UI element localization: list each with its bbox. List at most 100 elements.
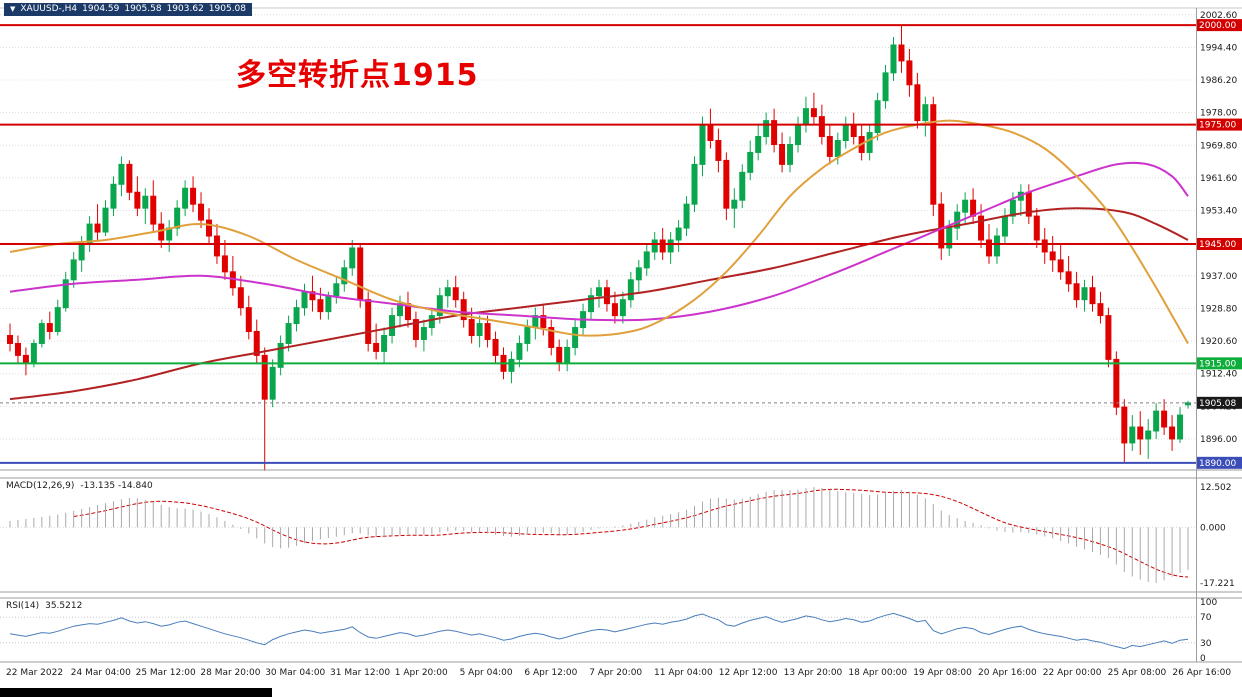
svg-text:100: 100 (1200, 598, 1217, 608)
candle-down (253, 331, 260, 356)
candle-up (755, 136, 762, 153)
svg-text:30: 30 (1200, 639, 1212, 649)
candle-down (898, 44, 905, 62)
candle-down (914, 84, 921, 122)
time-axis-label: 5 Apr 04:00 (459, 668, 513, 678)
candle-up (1081, 287, 1088, 301)
candle-up (572, 327, 579, 348)
candle-down (556, 346, 563, 364)
candle-down (938, 203, 945, 249)
candle-down (1073, 283, 1080, 301)
macd-values: -13.135 -14.840 (80, 481, 153, 491)
candle-up (349, 247, 356, 269)
candle-down (1169, 426, 1176, 440)
candle-up (142, 195, 149, 209)
time-axis-label: 11 Apr 04:00 (654, 668, 713, 678)
candle-up (596, 287, 602, 297)
candle-down (659, 239, 666, 253)
candle-up (325, 295, 332, 313)
candle-down (986, 239, 993, 257)
candle-down (1113, 358, 1120, 408)
candle-down (715, 140, 722, 161)
candle-up (683, 203, 690, 229)
candle-up (627, 279, 634, 301)
candle-down (213, 235, 220, 257)
candle-up (102, 207, 109, 233)
candle-down (452, 287, 459, 301)
svg-text:70: 70 (1200, 613, 1212, 623)
macd-indicator-label: MACD(12,26,9) -13.135 -14.840 (6, 481, 153, 491)
svg-text:1961.60: 1961.60 (1200, 174, 1237, 184)
candle-down (14, 342, 21, 356)
candle-down (1049, 251, 1056, 261)
candle-up (30, 342, 37, 364)
time-axis-label: 20 Apr 16:00 (978, 668, 1037, 678)
candle-up (341, 267, 348, 285)
candle-up (922, 104, 929, 122)
svg-text:1945.00: 1945.00 (1199, 240, 1236, 250)
symbol-period-label: XAUUSD-,H4 (20, 4, 78, 14)
svg-text:1896.00: 1896.00 (1200, 435, 1237, 445)
candle-down (826, 136, 833, 157)
candle-down (309, 291, 316, 301)
candle-up (962, 199, 969, 213)
candle-up (333, 283, 340, 297)
svg-text:1986.20: 1986.20 (1200, 76, 1237, 86)
rsi-panel (0, 612, 1196, 650)
candle-up (174, 207, 181, 229)
svg-text:0: 0 (1200, 654, 1206, 664)
candle-up (420, 327, 427, 340)
candle-down (1105, 315, 1112, 360)
candle-down (850, 124, 857, 138)
panel-separators (0, 8, 1242, 663)
candle-up (739, 171, 746, 201)
candle-up (397, 303, 404, 317)
candle-down (134, 191, 141, 209)
svg-text:1915.00: 1915.00 (1199, 359, 1236, 369)
candle-up (946, 227, 953, 249)
svg-text:1994.40: 1994.40 (1200, 43, 1237, 53)
candle-up (1177, 414, 1184, 440)
candle-up (476, 323, 483, 336)
candle-up (794, 124, 801, 145)
macd-name: MACD(12,26,9) (6, 481, 75, 491)
slow-ma-line (9, 207, 1189, 401)
time-axis-label: 22 Mar 2022 (6, 668, 64, 678)
candles-layer (7, 25, 1191, 471)
candle-up (1009, 199, 1016, 217)
time-axis-label: 26 Apr 16:00 (1172, 668, 1232, 678)
candle-down (245, 307, 252, 333)
fast-ma-line (9, 119, 1189, 344)
svg-text:1928.80: 1928.80 (1200, 304, 1237, 314)
candle-down (412, 319, 419, 340)
candle-up (428, 315, 435, 329)
collapse-arrow-icon[interactable]: ▼ (10, 5, 16, 13)
svg-text:1953.40: 1953.40 (1200, 207, 1237, 217)
candle-up (508, 358, 515, 372)
candle-down (1033, 215, 1040, 241)
svg-text:2002.60: 2002.60 (1200, 11, 1237, 21)
candle-up (874, 100, 881, 134)
candle-up (444, 287, 451, 297)
candle-up (1001, 215, 1008, 237)
candle-down (126, 163, 133, 193)
time-axis-label: 25 Apr 08:00 (1107, 668, 1167, 678)
candle-down (365, 299, 372, 344)
svg-text:1978.00: 1978.00 (1200, 109, 1237, 119)
candle-up (524, 327, 531, 344)
macd-panel (0, 488, 1196, 578)
price-axis: 2002.60 1994.40 1986.20 1978.00 1969.80 1961.… (1200, 11, 1237, 445)
candle-up (588, 295, 595, 313)
candle-up (834, 140, 841, 157)
candle-down (492, 338, 499, 356)
candle-up (763, 120, 770, 138)
candle-up (890, 44, 897, 74)
time-axis-label: 6 Apr 12:00 (524, 668, 578, 678)
time-axis-label: 22 Apr 00:00 (1042, 668, 1102, 678)
time-axis-label: 19 Apr 08:00 (913, 668, 972, 678)
candle-up (882, 72, 889, 102)
time-axis-label: 18 Apr 00:00 (848, 668, 908, 678)
candle-up (691, 163, 698, 205)
candle-down (906, 60, 913, 86)
